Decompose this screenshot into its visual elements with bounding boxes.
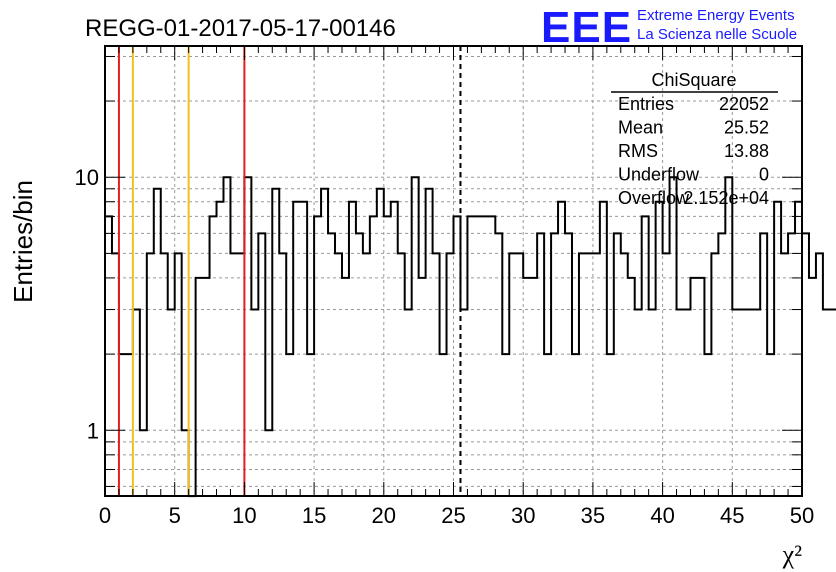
eee-logo: EEE (541, 3, 632, 52)
run-title: REGG-01-2017-05-17-00146 (85, 15, 396, 42)
stats-title: ChiSquare (651, 70, 736, 90)
stats-value: 22052 (719, 94, 769, 114)
stats-value: 0 (759, 165, 769, 185)
x-tick-label: 20 (372, 503, 396, 528)
x-tick-label: 15 (302, 503, 326, 528)
stats-box: ChiSquare Entries 22052 Mean 25.52 RMS 13.88 U… (611, 70, 778, 208)
x-tick-label: 5 (169, 503, 181, 528)
stats-label: RMS (618, 141, 658, 161)
x-tick-label: 10 (232, 503, 256, 528)
x-tick-label: 0 (99, 503, 111, 528)
stats-value: 25.52 (724, 118, 769, 138)
stats-label: Entries (618, 94, 674, 114)
stats-label: Underflow (618, 165, 700, 185)
org-line-1: Extreme Energy Events (637, 7, 795, 24)
stats-value: 13.88 (724, 141, 769, 161)
org-line-2: La Scienza nelle Scuole (637, 26, 797, 43)
histogram-series (105, 176, 836, 498)
x-tick-label: 50 (790, 503, 814, 528)
x-tick-label: 40 (650, 503, 674, 528)
x-axis-label: χ² (782, 540, 803, 569)
stats-label: Mean (618, 118, 663, 138)
y-tick-label: 1 (87, 418, 99, 443)
x-tick-label: 45 (720, 503, 744, 528)
y-axis-label: Entries/bin (8, 180, 38, 303)
stats-label: Overflow (618, 188, 690, 208)
plot-area: 0 5 10 15 20 25 30 35 40 45 50 1 10 (75, 45, 836, 528)
x-tick-label: 30 (511, 503, 535, 528)
y-tick-label: 10 (75, 165, 99, 190)
stats-value: 2.152e+04 (683, 188, 769, 208)
x-tick-label: 35 (581, 503, 605, 528)
x-tick-label: 25 (441, 503, 465, 528)
